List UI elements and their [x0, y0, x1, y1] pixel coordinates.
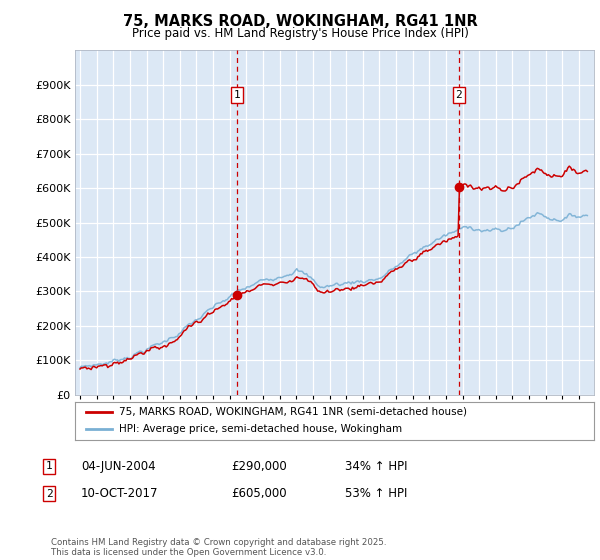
Text: £605,000: £605,000	[231, 487, 287, 501]
Text: 1: 1	[46, 461, 53, 472]
Text: 2: 2	[46, 489, 53, 499]
Text: 04-JUN-2004: 04-JUN-2004	[81, 460, 155, 473]
Text: HPI: Average price, semi-detached house, Wokingham: HPI: Average price, semi-detached house,…	[119, 424, 402, 435]
Text: 10-OCT-2017: 10-OCT-2017	[81, 487, 158, 501]
Text: 75, MARKS ROAD, WOKINGHAM, RG41 1NR: 75, MARKS ROAD, WOKINGHAM, RG41 1NR	[122, 14, 478, 29]
Text: £290,000: £290,000	[231, 460, 287, 473]
Text: 1: 1	[233, 90, 240, 100]
Text: Contains HM Land Registry data © Crown copyright and database right 2025.
This d: Contains HM Land Registry data © Crown c…	[51, 538, 386, 557]
Text: 34% ↑ HPI: 34% ↑ HPI	[345, 460, 407, 473]
Text: 75, MARKS ROAD, WOKINGHAM, RG41 1NR (semi-detached house): 75, MARKS ROAD, WOKINGHAM, RG41 1NR (sem…	[119, 407, 467, 417]
Text: 2: 2	[455, 90, 463, 100]
Text: 53% ↑ HPI: 53% ↑ HPI	[345, 487, 407, 501]
Text: Price paid vs. HM Land Registry's House Price Index (HPI): Price paid vs. HM Land Registry's House …	[131, 27, 469, 40]
